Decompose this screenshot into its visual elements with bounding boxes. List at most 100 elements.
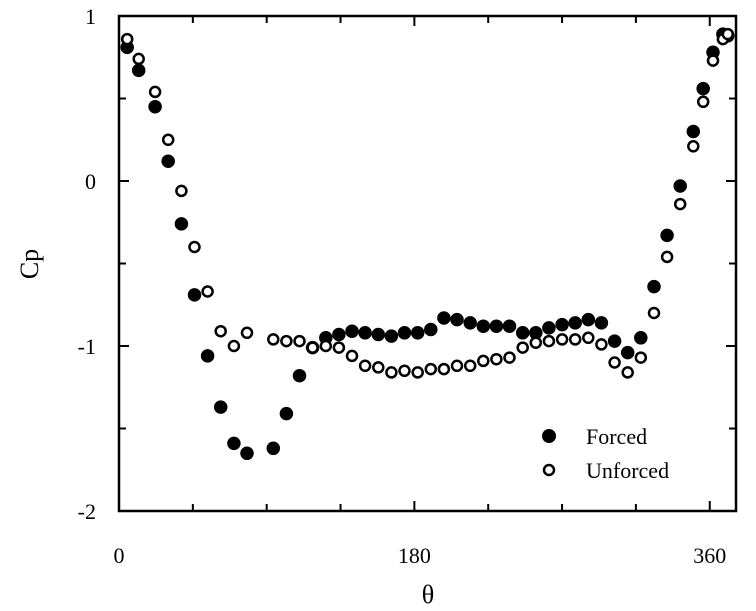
point-unforced [293, 334, 306, 348]
point-forced [266, 441, 281, 456]
point-forced [332, 327, 346, 342]
point-unforced [608, 356, 621, 369]
point-unforced [227, 339, 241, 353]
point-forced [161, 154, 175, 168]
point-unforced [568, 333, 582, 346]
point-forced [634, 331, 648, 345]
point-forced [227, 436, 241, 451]
point-unforced [188, 240, 201, 254]
y-tick-label: -1 [78, 334, 96, 359]
point-unforced [477, 354, 490, 368]
point-unforced [280, 334, 293, 348]
point-unforced [267, 333, 280, 346]
point-unforced [463, 359, 477, 373]
point-forced [686, 124, 701, 139]
point-unforced [529, 336, 543, 349]
axis-ticks [118, 15, 736, 512]
point-unforced [214, 324, 227, 338]
point-forced [502, 319, 517, 333]
point-forced [673, 179, 687, 193]
point-unforced [490, 352, 503, 366]
point-unforced [450, 359, 464, 373]
point-unforced [385, 366, 398, 379]
point-unforced [306, 341, 319, 354]
point-unforced [595, 338, 608, 351]
tick-labels: 1 0 -1 -2 0 180 360 [78, 4, 727, 568]
point-forced [437, 311, 451, 325]
legend-label-unforced: Unforced [586, 458, 669, 483]
point-unforced [660, 250, 674, 264]
point-unforced [696, 95, 710, 109]
point-forced [279, 406, 294, 421]
point-forced [515, 326, 530, 340]
point-unforced [542, 334, 556, 348]
point-forced [371, 327, 386, 342]
point-unforced [516, 341, 529, 354]
point-forced [450, 312, 464, 327]
point-unforced [687, 140, 700, 153]
data-points [120, 27, 735, 461]
point-forced [240, 446, 254, 461]
point-forced [200, 349, 215, 363]
x-tick-label: 0 [114, 543, 125, 568]
point-unforced [582, 331, 595, 345]
point-unforced [161, 133, 175, 147]
x-axis-title: θ [422, 580, 434, 609]
point-forced [647, 279, 661, 294]
point-unforced [132, 52, 145, 66]
point-forced [174, 217, 189, 231]
point-forced [345, 324, 359, 338]
point-unforced [201, 285, 214, 298]
point-forced [358, 326, 372, 340]
point-forced [131, 63, 146, 78]
point-unforced [240, 326, 254, 340]
point-unforced [332, 341, 346, 354]
point-forced [213, 400, 228, 414]
point-forced [660, 228, 674, 243]
point-forced [594, 316, 609, 330]
x-tick-label: 180 [398, 543, 431, 568]
legend-marker-unforced [542, 463, 556, 477]
point-forced [542, 321, 556, 335]
point-unforced [721, 27, 735, 41]
point-unforced [398, 364, 411, 378]
legend: Forced Unforced [542, 424, 669, 483]
point-unforced [634, 351, 648, 364]
point-forced [620, 345, 635, 360]
y-tick-label: -2 [78, 499, 96, 524]
point-unforced [555, 333, 569, 346]
point-unforced [175, 184, 188, 198]
point-forced [397, 326, 412, 340]
point-unforced [503, 351, 516, 364]
point-unforced [345, 349, 359, 363]
point-forced [696, 81, 710, 96]
point-unforced [424, 362, 438, 376]
point-forced [489, 319, 504, 333]
legend-label-forced: Forced [586, 424, 647, 449]
y-tick-label: 1 [85, 4, 96, 29]
point-unforced [437, 362, 451, 376]
point-forced [410, 326, 425, 340]
point-unforced [647, 306, 661, 320]
point-unforced [673, 197, 687, 211]
point-unforced [411, 366, 424, 379]
point-unforced [372, 361, 385, 374]
point-forced [148, 99, 162, 114]
y-axis-title: Cp [15, 249, 44, 279]
legend-marker-forced [542, 429, 556, 443]
point-unforced [621, 366, 634, 379]
point-forced [463, 316, 477, 330]
point-unforced [319, 339, 333, 353]
y-tick-label: 0 [85, 169, 96, 194]
point-forced [292, 368, 307, 383]
point-forced [187, 288, 202, 302]
point-unforced [148, 85, 162, 99]
point-forced [581, 312, 596, 327]
point-unforced [358, 359, 372, 373]
point-unforced [120, 32, 134, 46]
point-forced [424, 322, 438, 337]
point-forced [384, 329, 399, 343]
point-forced [607, 334, 622, 348]
point-forced [555, 317, 569, 332]
